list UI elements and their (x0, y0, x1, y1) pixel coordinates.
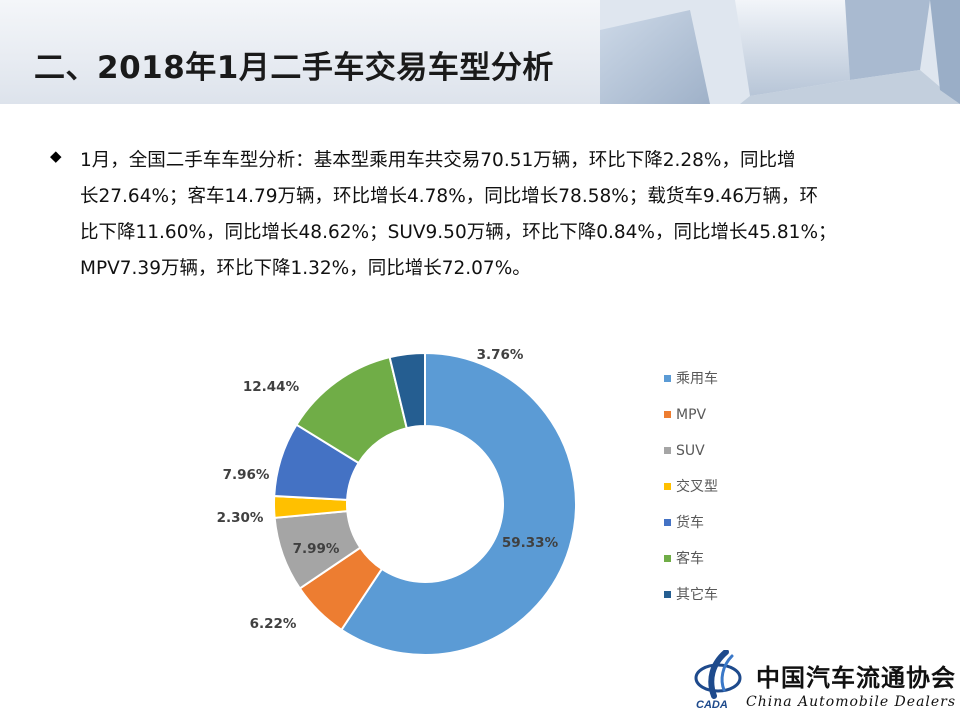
vehicle-type-donut-chart: 59.33% 6.22% 7.99% 2.30% 7.96% 12.44% 3.76% 乘用车… (217, 347, 718, 656)
legend-label-other-vehicle: 其它车 (676, 586, 718, 603)
data-label-passenger-car: 59.33% (502, 535, 559, 551)
legend-swatch-bus (664, 555, 671, 562)
cada-logo: CADA 中国汽车流通协会 China Automobile Dealers (692, 650, 955, 718)
diamond-bullet-icon: ◆ (50, 147, 62, 165)
donut-slice-passenger-car (340, 351, 577, 656)
legend-swatch-suv (664, 447, 671, 454)
header-banner: 二、2018年1月二手车交易车型分析 (0, 0, 960, 104)
donut-slice-other-vehicle (388, 351, 426, 430)
page-title: 二、2018年1月二手车交易车型分析 (34, 50, 554, 86)
data-label-truck: 7.96% (223, 467, 270, 483)
data-label-bus: 12.44% (243, 379, 300, 395)
header-decoration (600, 0, 960, 104)
data-label-other-vehicle: 3.76% (477, 347, 524, 363)
legend-swatch-passenger-car (664, 375, 671, 382)
legend-swatch-other-vehicle (664, 591, 671, 598)
legend-label-mpv: MPV (676, 407, 707, 423)
data-label-suv: 7.99% (293, 541, 340, 557)
data-label-crossover: 2.30% (217, 510, 264, 526)
legend-swatch-crossover (664, 483, 671, 490)
legend-swatch-mpv (664, 411, 671, 418)
legend-label-crossover: 交叉型 (676, 478, 718, 495)
cada-logo-wordmark: CADA (696, 699, 728, 711)
legend-label-suv: SUV (676, 443, 705, 459)
logo-english-name: China Automobile Dealers (746, 694, 957, 710)
legend-label-truck: 货车 (676, 514, 704, 531)
data-label-mpv: 6.22% (250, 616, 297, 632)
legend-swatch-truck (664, 519, 671, 526)
legend-label-bus: 客车 (676, 550, 704, 567)
summary-text: 1月，全国二手车车型分析：基本型乘用车共交易70.51万辆，环比下降2.28%，… (80, 150, 837, 279)
cada-logo-mark: CADA (694, 650, 742, 711)
logo-chinese-name: 中国汽车流通协会 (756, 663, 956, 692)
summary-block: ◆ 1月，全国二手车车型分析：基本型乘用车共交易70.51万辆，环比下降2.28… (50, 143, 930, 287)
legend-label-passenger-car: 乘用车 (676, 370, 718, 387)
